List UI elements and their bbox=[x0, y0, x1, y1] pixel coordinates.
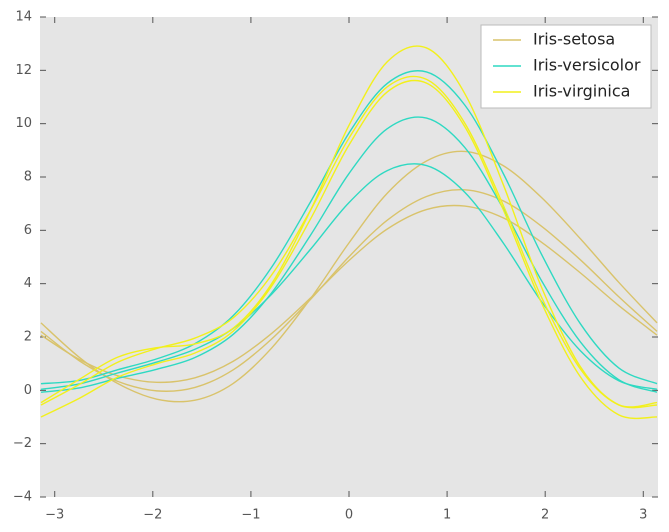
x-tick-label: −3 bbox=[45, 508, 64, 523]
legend-label: Iris-setosa bbox=[533, 30, 615, 49]
y-tick-label: 12 bbox=[15, 63, 32, 78]
curve bbox=[40, 188, 658, 392]
y-tick-label: 14 bbox=[15, 10, 32, 25]
x-tick-label: 1 bbox=[443, 508, 451, 523]
curve bbox=[40, 150, 658, 403]
y-tick-label: 6 bbox=[24, 223, 32, 238]
legend-label: Iris-versicolor bbox=[533, 56, 641, 75]
curve bbox=[40, 163, 658, 390]
y-tick-label: 2 bbox=[24, 330, 32, 345]
x-tick-label: −2 bbox=[143, 508, 162, 523]
curve bbox=[40, 204, 658, 384]
legend-label: Iris-virginica bbox=[533, 82, 630, 101]
curve bbox=[40, 70, 658, 385]
curve bbox=[40, 116, 658, 393]
curve bbox=[40, 79, 658, 420]
x-tick-label: 2 bbox=[541, 508, 549, 523]
y-tick-label: 8 bbox=[24, 170, 32, 185]
x-tick-label: 0 bbox=[345, 508, 353, 523]
y-tick-label: 4 bbox=[24, 276, 32, 291]
x-tick-label: −1 bbox=[241, 508, 260, 523]
curve bbox=[40, 75, 658, 409]
x-tick-label: 3 bbox=[639, 508, 647, 523]
y-tick-label: 10 bbox=[15, 116, 32, 131]
y-tick-label: 0 bbox=[24, 383, 32, 398]
y-tick-label: −2 bbox=[13, 436, 32, 451]
curve bbox=[40, 45, 658, 408]
y-tick-label: −4 bbox=[13, 490, 32, 505]
